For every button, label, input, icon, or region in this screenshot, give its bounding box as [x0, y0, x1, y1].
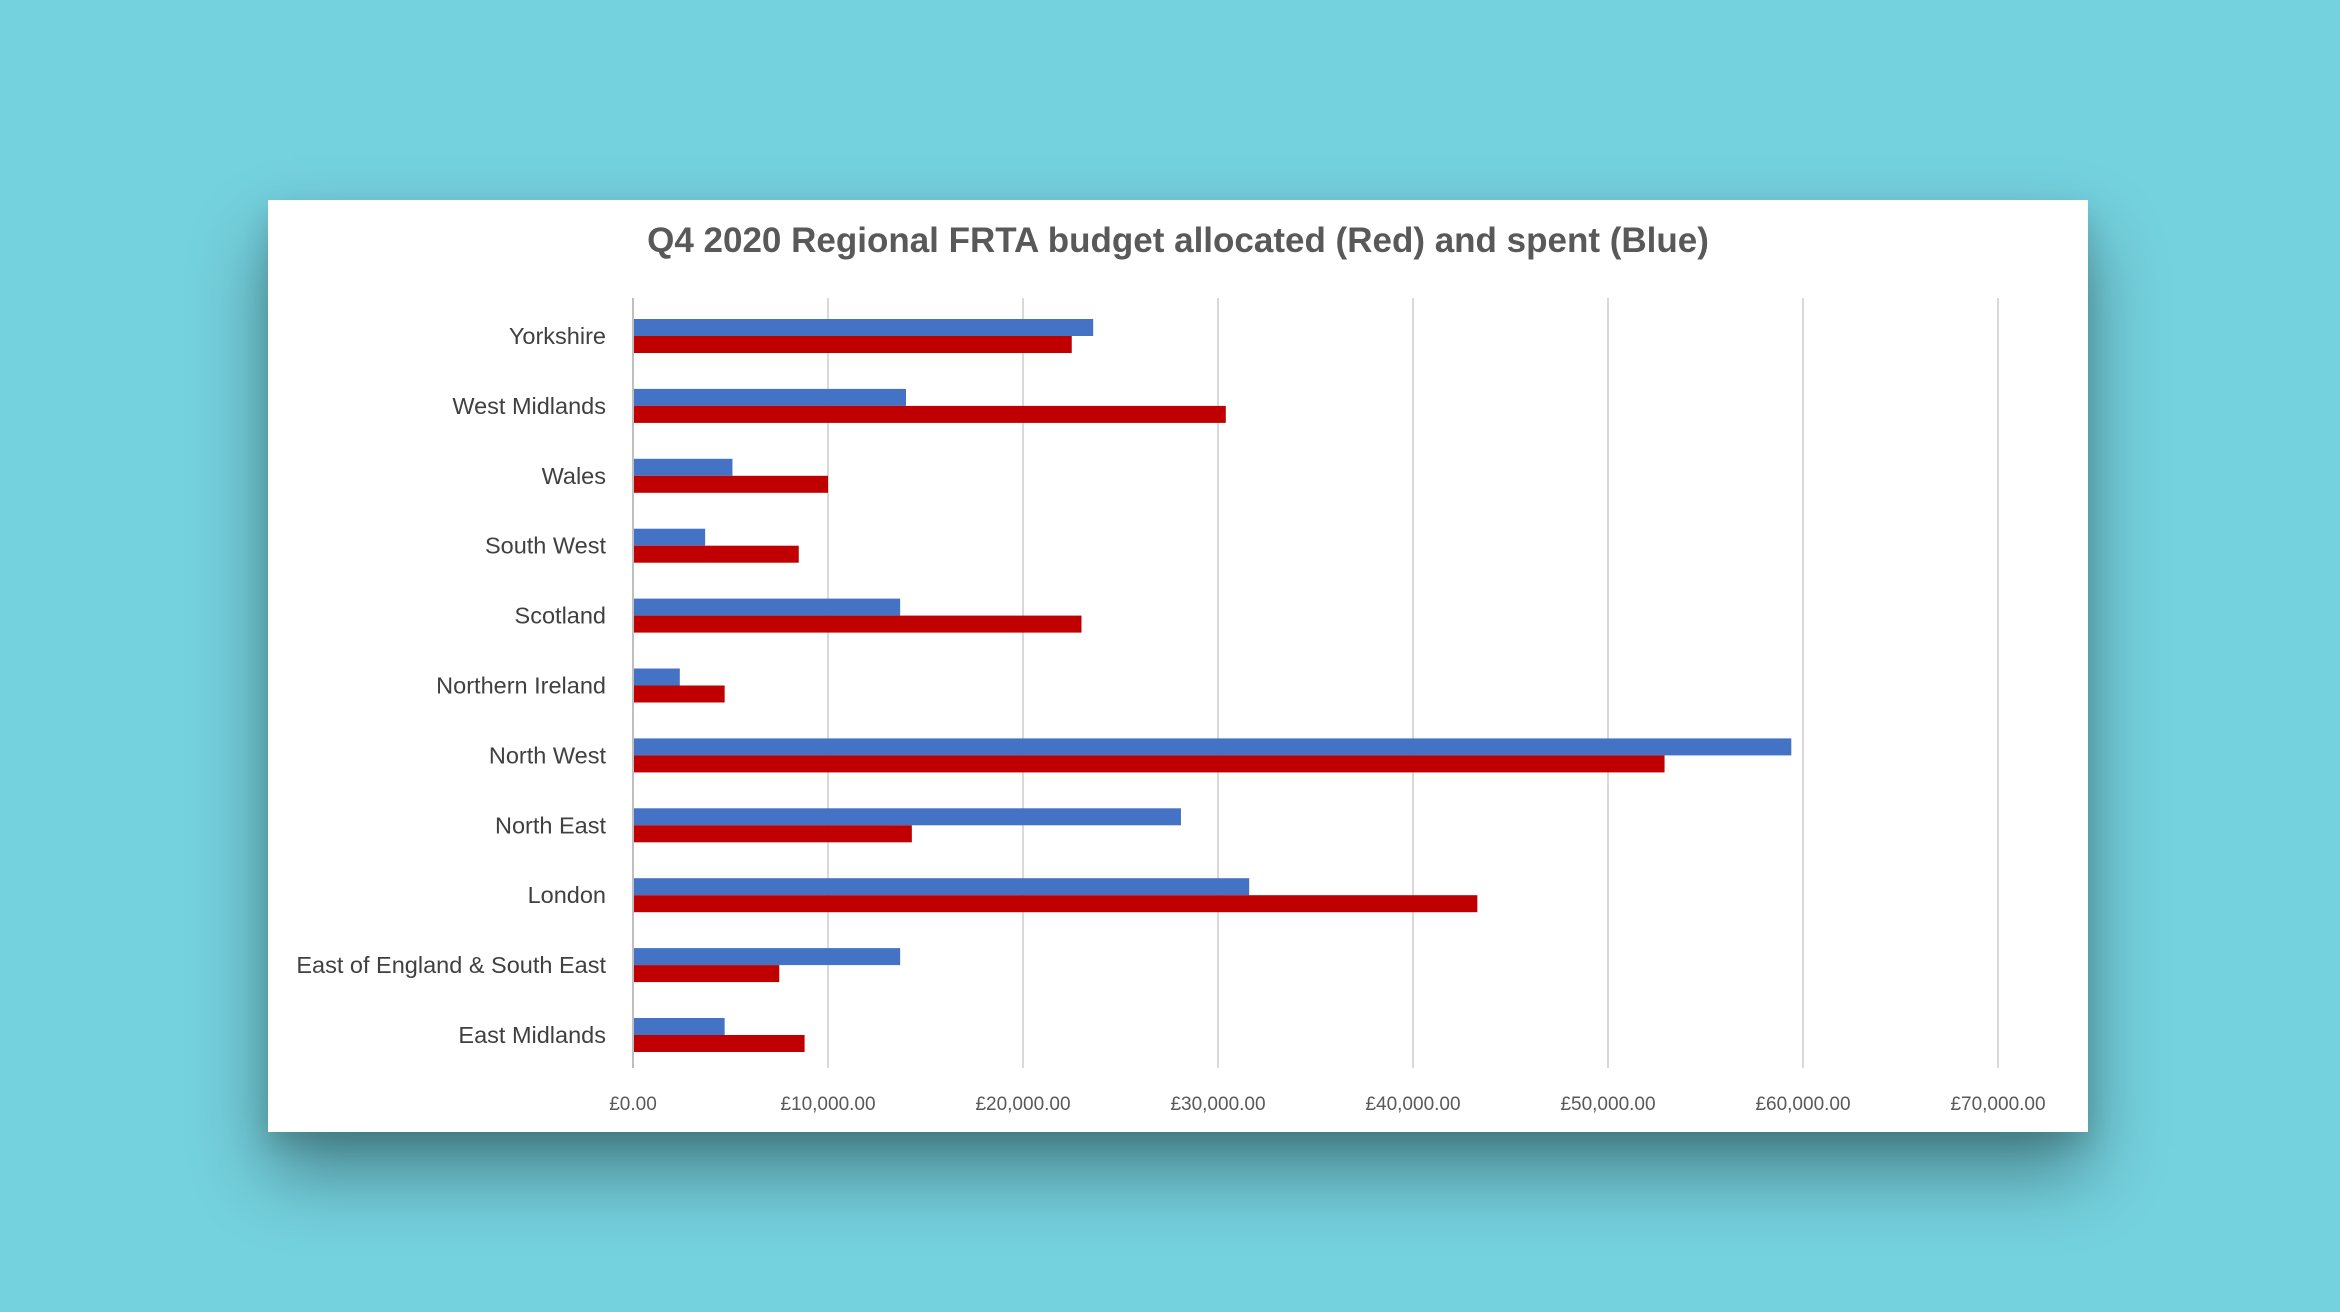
category-label: North East: [495, 812, 606, 838]
bar-red: [633, 405, 1226, 423]
bar-blue: [633, 878, 1250, 896]
x-tick-label: £50,000.00: [1560, 1094, 1655, 1115]
bar-blue: [633, 668, 680, 686]
x-tick-label: £60,000.00: [1755, 1094, 1850, 1115]
bar-red: [633, 1035, 805, 1052]
x-tick-label: £20,000.00: [975, 1094, 1070, 1115]
x-tick-labels: £0.00 £10,000.00 £20,000.00 £30,000.00 £40,0…: [609, 1094, 2045, 1115]
x-tick-label: £0.00: [609, 1094, 657, 1115]
category-label: West Midlands: [452, 393, 606, 419]
bar-red: [633, 755, 1665, 773]
category-label: Northern Ireland: [436, 673, 606, 699]
category-label: Wales: [542, 463, 606, 489]
category-label: London: [528, 882, 606, 908]
chart-title: Q4 2020 Regional FRTA budget allocated (…: [647, 221, 1709, 260]
category-label: East Midlands: [458, 1022, 606, 1048]
bar-red: [633, 545, 799, 563]
chart: Q4 2020 Regional FRTA budget allocated (…: [296, 221, 2045, 1115]
gridlines: [827, 298, 1999, 1068]
bar-blue: [633, 319, 1094, 336]
chart-card: Q4 2020 Regional FRTA budget allocated (…: [268, 200, 2088, 1132]
bar-blue: [633, 388, 906, 406]
x-tick-label: £10,000.00: [780, 1094, 875, 1115]
bar-blue: [633, 458, 733, 476]
bar-blue: [633, 598, 901, 616]
x-tick-label: £70,000.00: [1950, 1094, 2045, 1115]
category-label: North West: [489, 742, 607, 768]
bar-red: [633, 825, 912, 843]
bar-blue: [633, 948, 901, 966]
x-tick-label: £30,000.00: [1170, 1094, 1265, 1115]
category-labels: Yorkshire West Midlands Wales South West Sco…: [296, 323, 606, 1048]
bar-blue: [633, 1018, 725, 1035]
bar-blue: [633, 808, 1181, 826]
category-label: Yorkshire: [509, 323, 606, 349]
category-label: Scotland: [515, 603, 606, 629]
x-tick-label: £40,000.00: [1365, 1094, 1460, 1115]
bar-red: [633, 475, 828, 493]
bars: [633, 319, 1792, 1052]
bar-red: [633, 965, 780, 983]
bar-red: [633, 336, 1072, 353]
category-label: South West: [485, 533, 607, 559]
bar-blue: [633, 528, 706, 546]
bar-red: [633, 615, 1082, 633]
bar-blue: [633, 738, 1792, 756]
category-label: East of England & South East: [296, 952, 606, 978]
bar-red: [633, 685, 725, 703]
bar-red: [633, 895, 1478, 913]
